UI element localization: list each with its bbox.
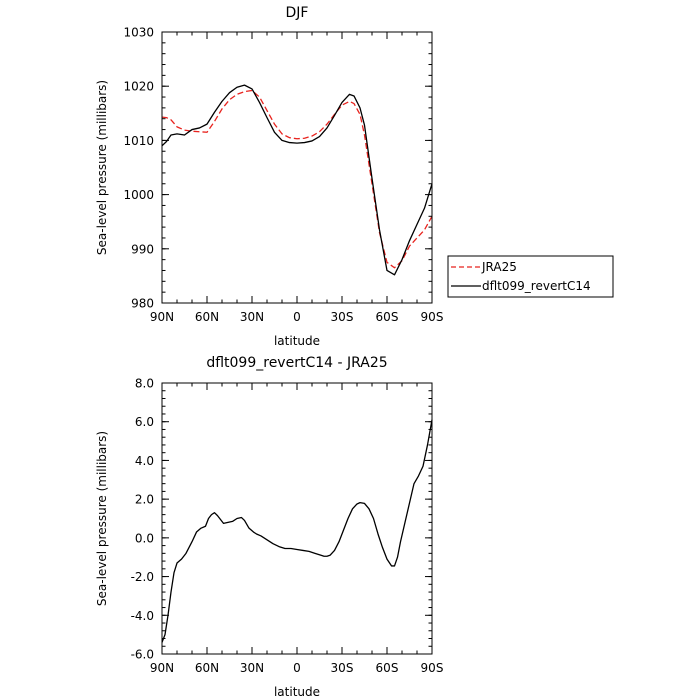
bottom-chart-y-tick-label: 0.0 [135,531,154,545]
top-chart-x-tick-label: 90S [421,310,444,324]
bottom-chart-y-tick-label: -6.0 [131,648,154,662]
top-chart-line-dflt099-revertc14 [161,84,433,276]
top-chart-y-tick-label: 1030 [123,26,154,40]
bottom-chart-x-axis-label: latitude [274,685,320,699]
top-chart-frame [161,31,433,304]
legend-label-dflt099-revertc14: dflt099_revertC14 [482,279,591,293]
bottom-chart-title: dflt099_revertC14 - JRA25 [206,355,387,371]
bottom-chart-frame [161,382,433,655]
top-chart-x-tick-label: 60N [195,310,219,324]
bottom-chart-x-tick-label: 90S [421,661,444,675]
bottom-chart-x-tick-label: 60N [195,661,219,675]
top-chart-x-tick-label: 60S [376,310,399,324]
top-chart-y-ticks: 980 990 1000 1010 1020 1030 [123,26,432,311]
top-chart-series [161,84,433,276]
top-chart-x-ticks: 90N 60N 30N 0 30S 60S 90S [150,32,444,324]
bottom-chart-x-tick-label: 90N [150,661,174,675]
bottom-chart-x-tick-label: 0 [293,661,301,675]
legend-box [447,255,614,298]
bottom-chart-y-tick-label: 8.0 [135,377,154,391]
top-chart-y-axis-label: Sea-level pressure (millibars) [95,80,109,255]
top-chart-line-jra25 [161,89,433,269]
legend-label-jra25: JRA25 [481,260,517,274]
top-chart-x-tick-label: 30N [240,310,264,324]
top-chart-x-tick-label: 30S [331,310,354,324]
bottom-chart-y-tick-label: 2.0 [135,493,154,507]
bottom-chart-x-tick-label: 30S [331,661,354,675]
top-chart-y-tick-label: 1010 [123,134,154,148]
top-chart-y-tick-label: 980 [131,297,154,311]
bottom-chart-series [161,419,433,643]
bottom-chart-x-tick-label: 60S [376,661,399,675]
top-chart-y-tick-label: 1000 [123,188,154,202]
legend: JRA25 dflt099_revertC14 [447,255,614,298]
bottom-chart-x-tick-label: 30N [240,661,264,675]
top-chart-x-tick-label: 0 [293,310,301,324]
top-chart-x-axis-label: latitude [274,334,320,348]
top-chart: DJF 980 990 1000 1010 1020 1030 90N 60N 30N 0 30S… [95,5,614,348]
top-chart-y-tick-label: 1020 [123,80,154,94]
bottom-chart-y-axis-label: Sea-level pressure (millibars) [95,431,109,606]
bottom-chart-x-ticks: 90N 60N 30N 0 30S 60S 90S [150,383,444,675]
bottom-chart-y-tick-label: -4.0 [131,609,154,623]
top-chart-title: DJF [286,5,309,21]
top-chart-x-tick-label: 90N [150,310,174,324]
bottom-chart-y-tick-label: -2.0 [131,570,154,584]
bottom-chart-y-tick-label: 6.0 [135,415,154,429]
bottom-chart: dflt099_revertC14 - JRA25 -6.0 -4.0 -2.0 0.… [95,355,443,699]
bottom-chart-y-tick-label: 4.0 [135,454,154,468]
bottom-chart-line-series-0 [161,419,433,643]
bottom-chart-y-ticks: -6.0 -4.0 -2.0 0.0 2.0 4.0 6.0 8.0 [131,377,432,662]
top-chart-y-tick-label: 990 [131,242,154,256]
